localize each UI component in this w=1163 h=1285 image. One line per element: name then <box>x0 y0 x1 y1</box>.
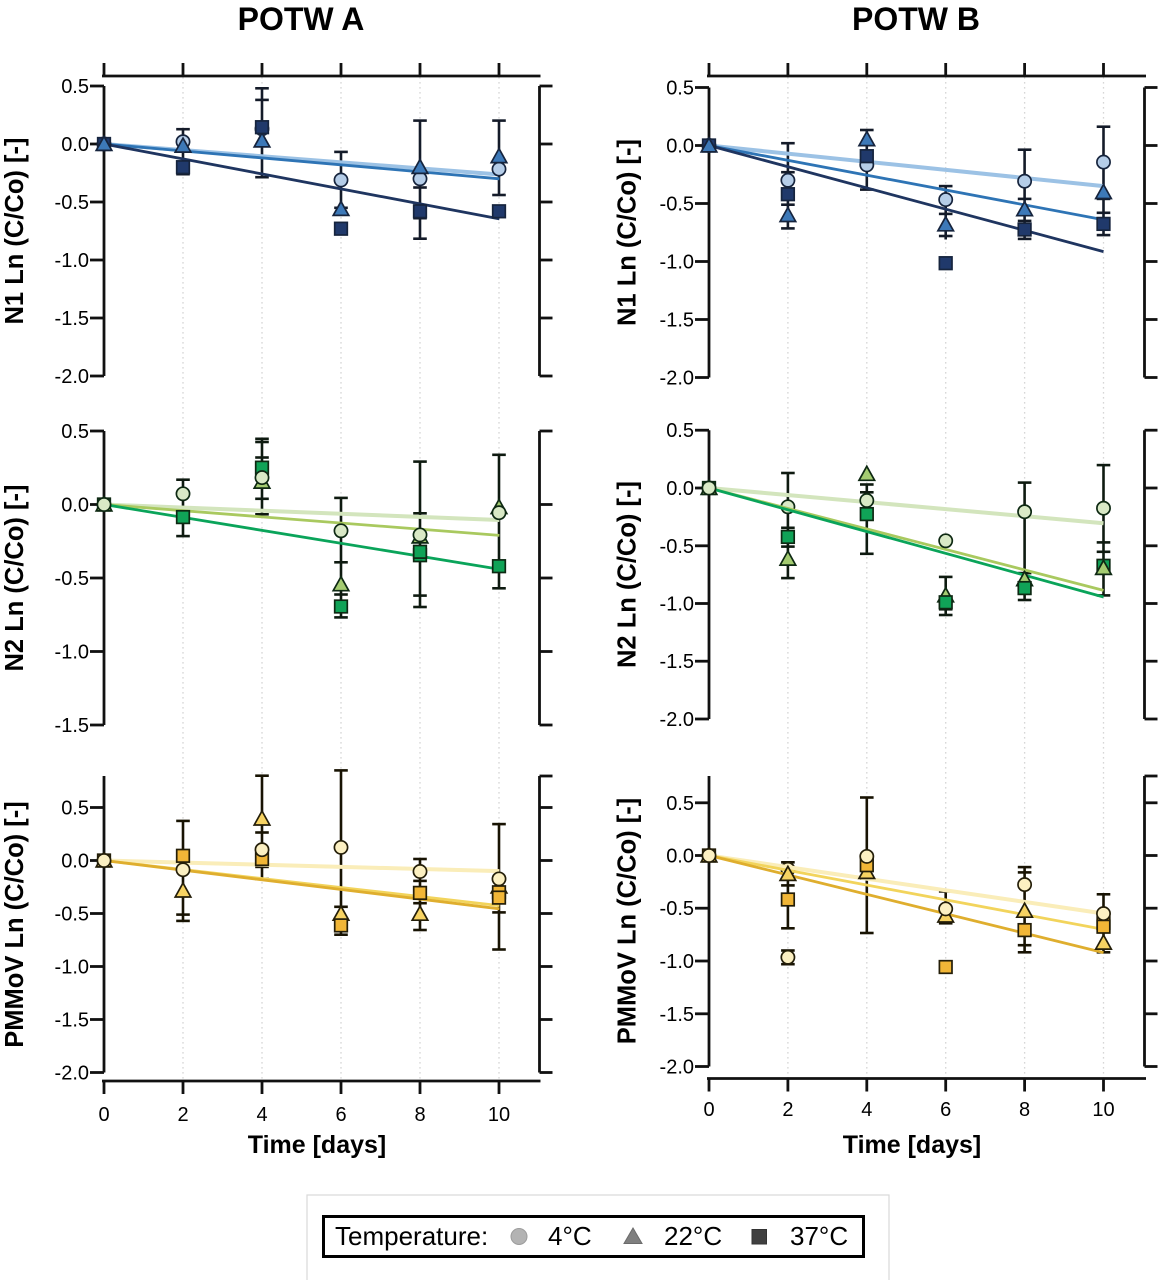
svg-text:4: 4 <box>861 1099 872 1121</box>
svg-text:-1.0: -1.0 <box>660 252 694 274</box>
svg-text:10: 10 <box>488 1104 510 1126</box>
svg-text:PMMoV Ln (C/Co) [-]: PMMoV Ln (C/Co) [-] <box>1 801 29 1047</box>
svg-text:Temperature:: Temperature: <box>335 1221 488 1251</box>
svg-text:22°C: 22°C <box>664 1221 722 1251</box>
svg-text:0: 0 <box>703 1099 714 1121</box>
svg-text:0.5: 0.5 <box>666 420 694 442</box>
svg-text:-1.5: -1.5 <box>660 310 694 332</box>
svg-text:8: 8 <box>1019 1099 1030 1121</box>
svg-text:0.5: 0.5 <box>61 798 89 820</box>
svg-text:-1.5: -1.5 <box>55 308 89 330</box>
svg-text:N2 Ln (C/Co) [-]: N2 Ln (C/Co) [-] <box>614 481 642 668</box>
svg-text:0: 0 <box>98 1104 109 1126</box>
svg-text:-0.5: -0.5 <box>660 194 694 216</box>
svg-text:-0.5: -0.5 <box>55 192 89 214</box>
svg-text:POTW A: POTW A <box>238 1 365 37</box>
svg-text:37°C: 37°C <box>790 1221 848 1251</box>
svg-text:N1 Ln (C/Co) [-]: N1 Ln (C/Co) [-] <box>614 139 642 326</box>
svg-text:-0.5: -0.5 <box>55 568 89 590</box>
svg-text:-1.0: -1.0 <box>55 957 89 979</box>
svg-text:2: 2 <box>177 1104 188 1126</box>
svg-text:-0.5: -0.5 <box>660 898 694 920</box>
svg-text:4°C: 4°C <box>548 1221 592 1251</box>
svg-text:0.0: 0.0 <box>61 495 89 517</box>
svg-text:-1.5: -1.5 <box>55 1010 89 1032</box>
svg-text:0.0: 0.0 <box>61 851 89 873</box>
svg-text:0.5: 0.5 <box>666 78 694 100</box>
svg-text:0.5: 0.5 <box>666 793 694 815</box>
svg-text:10: 10 <box>1092 1099 1114 1121</box>
svg-text:-0.5: -0.5 <box>660 536 694 558</box>
svg-text:-0.5: -0.5 <box>55 904 89 926</box>
svg-text:4: 4 <box>256 1104 267 1126</box>
svg-text:0.0: 0.0 <box>666 136 694 158</box>
svg-text:6: 6 <box>940 1099 951 1121</box>
svg-text:8: 8 <box>414 1104 425 1126</box>
svg-text:0.0: 0.0 <box>666 478 694 500</box>
svg-text:-1.0: -1.0 <box>660 951 694 973</box>
svg-text:-2.0: -2.0 <box>660 368 694 390</box>
svg-text:-1.5: -1.5 <box>55 715 89 737</box>
svg-text:6: 6 <box>335 1104 346 1126</box>
svg-text:-1.0: -1.0 <box>660 594 694 616</box>
svg-text:-2.0: -2.0 <box>55 366 89 388</box>
svg-text:-1.0: -1.0 <box>55 250 89 272</box>
svg-text:-2.0: -2.0 <box>660 1057 694 1079</box>
svg-text:2: 2 <box>782 1099 793 1121</box>
svg-text:0.5: 0.5 <box>61 421 89 443</box>
svg-text:N2 Ln (C/Co) [-]: N2 Ln (C/Co) [-] <box>1 485 29 672</box>
svg-text:Time [days]: Time [days] <box>248 1131 386 1159</box>
svg-text:-1.5: -1.5 <box>660 1004 694 1026</box>
svg-text:-2.0: -2.0 <box>660 709 694 731</box>
svg-text:N1 Ln (C/Co) [-]: N1 Ln (C/Co) [-] <box>1 138 29 325</box>
svg-text:0.0: 0.0 <box>666 846 694 868</box>
svg-text:-2.0: -2.0 <box>55 1063 89 1085</box>
svg-text:-1.0: -1.0 <box>55 642 89 664</box>
svg-text:POTW B: POTW B <box>852 1 980 37</box>
svg-text:PMMoV Ln (C/Co) [-]: PMMoV Ln (C/Co) [-] <box>614 798 642 1044</box>
svg-text:0.5: 0.5 <box>61 76 89 98</box>
svg-text:Time [days]: Time [days] <box>843 1131 981 1159</box>
svg-text:0.0: 0.0 <box>61 134 89 156</box>
svg-text:-1.5: -1.5 <box>660 651 694 673</box>
